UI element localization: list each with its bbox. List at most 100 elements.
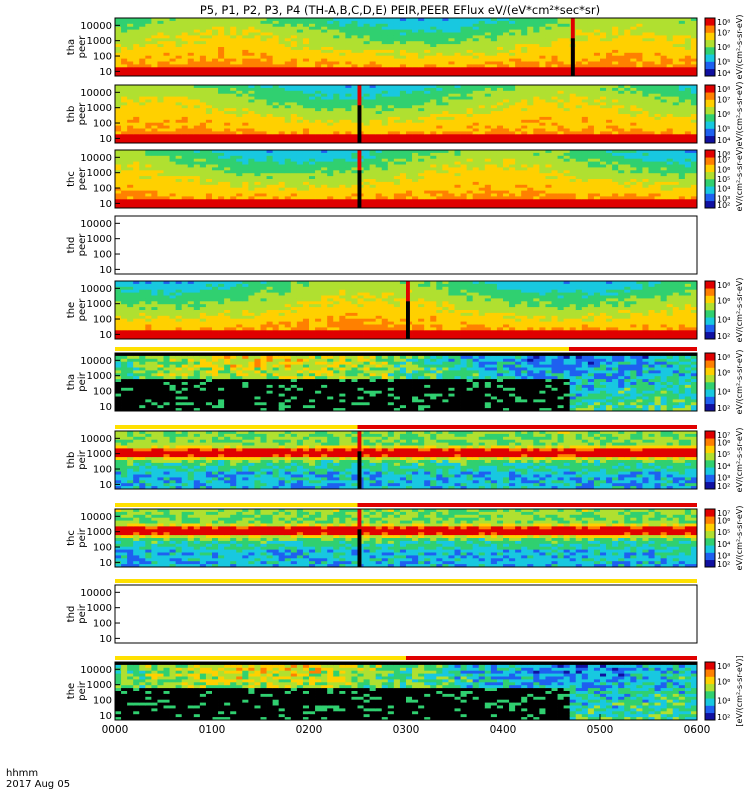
y-tick-label: 10 (99, 634, 112, 645)
panel-label-probe: the (66, 302, 77, 318)
colorbar-tick-label: 10⁴ (717, 388, 730, 397)
colorbar-tick-label: 10⁸ (717, 18, 730, 27)
panel-label-product: peir (77, 371, 88, 391)
colorbar-tick-label: 10⁴ (717, 540, 730, 549)
panel-frame (114, 352, 698, 412)
colorbar-label: eV/(cm²-s-sr-eV) (735, 506, 744, 571)
colorbar-tick-label: 10² (717, 713, 730, 722)
status-bar-yellow (115, 656, 406, 660)
colorbar-tick-label: 10² (717, 332, 730, 341)
y-tick-label: 10 (99, 711, 112, 722)
colorbar-label: eV/(cm²-s-sr-eV) (735, 82, 744, 147)
colorbar-tick-label: 10⁴ (717, 316, 730, 325)
colorbar-label: [eV/(cm²-s-sr-eV)] (735, 655, 744, 726)
panel-frame (114, 508, 698, 568)
panel-frame (114, 430, 698, 490)
panel-label-product: peir (77, 449, 88, 469)
panel-label-product: peer (77, 167, 88, 191)
x-tick-label: 0600 (684, 724, 711, 736)
panel-frame (114, 84, 698, 144)
spectrogram-cells (115, 281, 698, 340)
y-tick-label: 1000 (87, 680, 112, 691)
status-bar-red (568, 347, 697, 351)
colorbar-tick-label: 10⁶ (717, 439, 730, 448)
colorbar-tick-label: 10⁴ (717, 69, 730, 78)
colorbar-tick-label: 10⁶ (717, 43, 730, 52)
colorbar: 10² 10⁴ 10⁶ 10⁸ eV/(cm²-s-sr-eV) (704, 350, 744, 415)
panel-label-probe: tha (66, 39, 77, 55)
spectrogram-cells (115, 150, 698, 209)
y-tick-label: 100 (93, 543, 112, 554)
y-tick-label: 10000 (80, 21, 112, 32)
colorbar-tick-label: 10⁸ (717, 662, 730, 671)
spectrogram-cells (115, 509, 698, 568)
status-bar-yellow (115, 579, 697, 583)
y-tick-label: 10 (99, 558, 112, 569)
y-tick-label: 1000 (87, 36, 112, 47)
colorbar-tick-label: 10⁷ (717, 509, 730, 518)
colorbar-tick-label: 10² (717, 560, 730, 569)
data-gap-fill (357, 105, 362, 143)
colorbar-tick-label: 10⁷ (717, 156, 730, 165)
status-bar-red (357, 425, 697, 429)
y-tick-label: 1000 (87, 603, 112, 614)
x-tick-label: 0100 (199, 724, 226, 736)
y-tick-label: 10000 (80, 512, 112, 523)
time-axis: 0000 0100 0200 0300 0400 0500 0600 (102, 714, 711, 736)
y-tick-label: 100 (93, 52, 112, 63)
colorbar-label: eV/(cm²-s-sr-eV) (735, 15, 744, 80)
colorbar: 10² 10⁴ 10⁶ 10⁸ eV/(cm²-s-sr-eV) (704, 278, 744, 342)
colorbar-tick-label: 10⁶ (717, 368, 730, 377)
colorbar-tick-label: 10³ (717, 194, 730, 203)
y-tick-label: 10000 (80, 88, 112, 99)
colorbar-tick-label: 10⁴ (717, 185, 730, 194)
panel-label-probe: thd (66, 606, 77, 623)
panel-label-probe: thb (66, 452, 77, 469)
y-tick-label: 100 (93, 184, 112, 195)
panel-label-probe: thc (66, 530, 77, 546)
colorbar-tick-label: 10⁶ (717, 677, 730, 686)
colorbar-tick-label: 10⁶ (717, 165, 730, 174)
y-tick-label: 1000 (87, 103, 112, 114)
colorbar-tick-label: 10⁷ (717, 96, 730, 105)
y-tick-label: 100 (93, 696, 112, 707)
panel-label-product: peir (77, 603, 88, 623)
y-tick-label: 10 (99, 265, 112, 276)
y-tick-label: 10 (99, 67, 112, 78)
y-tick-label: 1000 (87, 449, 112, 460)
colorbar-tick-label: 10⁸ (717, 85, 730, 94)
y-tick-label: 100 (93, 619, 112, 630)
status-bar-red (406, 656, 697, 660)
y-tick-label: 100 (93, 387, 112, 398)
colorbar-label: eV/(cm²-s-sr-eV) (735, 147, 744, 212)
colorbar-tick-label: 10⁵ (717, 528, 730, 537)
colorbar-tick-label: 10³ (717, 473, 730, 482)
colorbar-tick-label: 10⁴ (717, 462, 730, 471)
panel-label-product: peer (77, 102, 88, 126)
panel-label-probe: tha (66, 374, 77, 390)
spectrogram-cells (115, 85, 698, 144)
status-bar-red (357, 503, 697, 507)
panel-frame (114, 17, 698, 77)
panel-label-product: peir (77, 527, 88, 547)
colorbar-tick-label: 10⁴ (717, 697, 730, 706)
spectrogram-cells (115, 431, 698, 490)
data-gap-fill (406, 301, 410, 339)
colorbar-tick-label: 10⁸ (717, 150, 730, 159)
status-bar-yellow (115, 503, 358, 507)
colorbar-label: eV/(cm²-s-sr-eV) (735, 350, 744, 415)
panel-label-product: peer (77, 298, 88, 322)
y-tick-label: 100 (93, 250, 112, 261)
